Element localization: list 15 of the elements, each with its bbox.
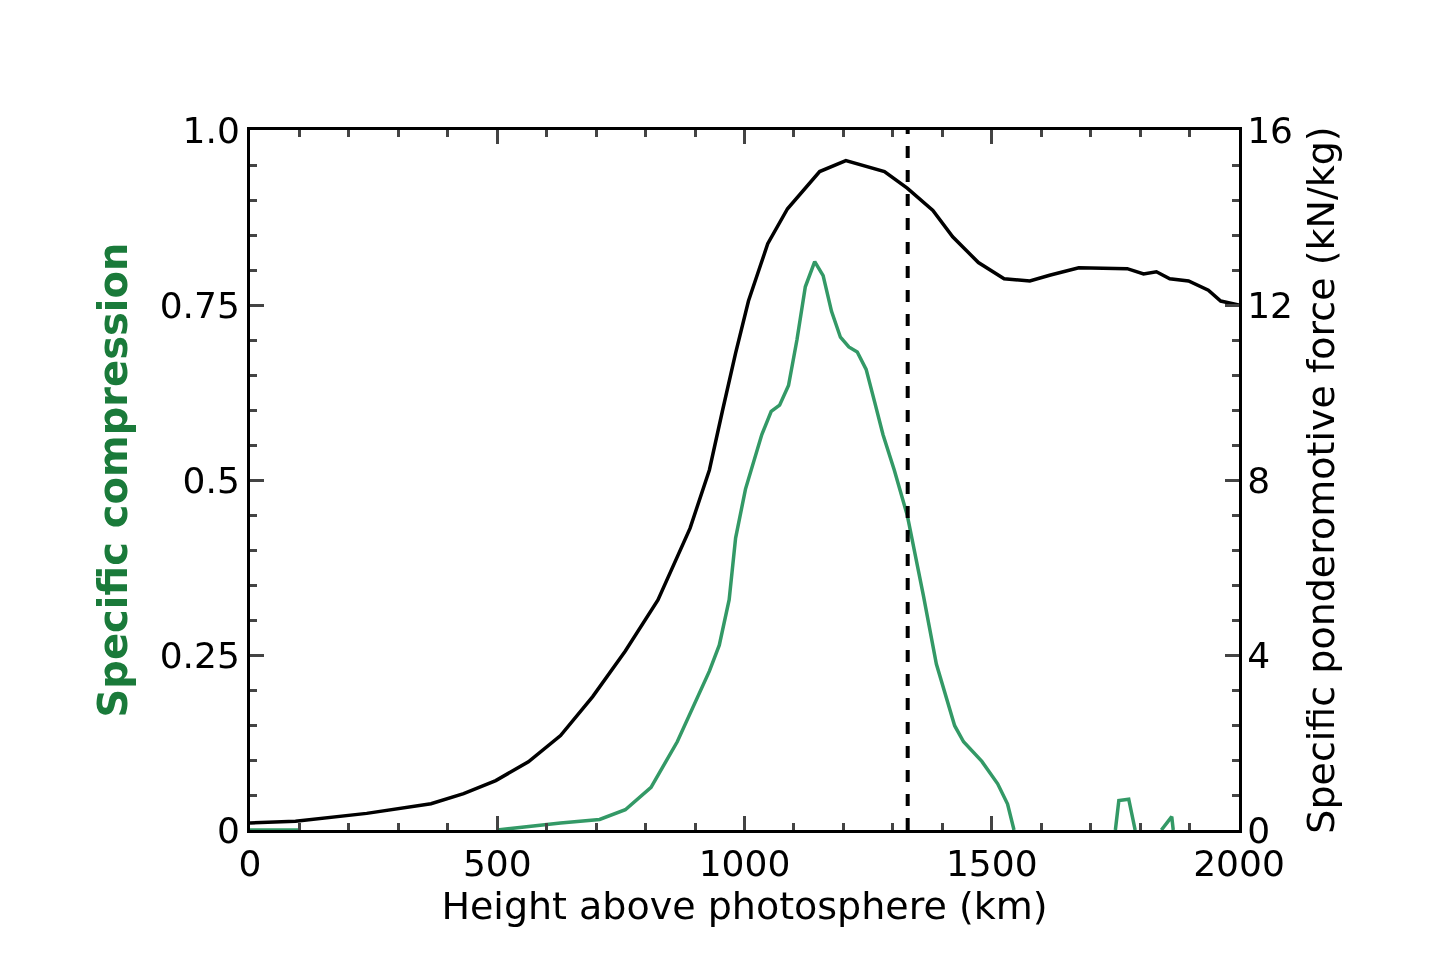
x-tick-label: 1000: [698, 843, 791, 885]
y-axis-title: Specific compression: [90, 242, 137, 718]
x-tick-label: 1500: [945, 843, 1038, 885]
y-tick-label: 0.75: [159, 284, 240, 326]
y2-tick-label: 4: [1247, 634, 1271, 676]
x-tick-label: 500: [462, 843, 532, 885]
y2-axis-title: Specific ponderomotive force (kN/kg): [1299, 126, 1344, 834]
y-tick-label: 1.0: [182, 109, 240, 151]
x-axis-title: Height above photosphere (km): [441, 884, 1048, 929]
y-tick-label: 0.5: [182, 459, 240, 501]
y2-tick-label: 16: [1247, 109, 1294, 151]
y2-tick-label: 8: [1247, 459, 1271, 501]
y-tick-label: 0: [216, 809, 240, 851]
y2-tick-label: 12: [1247, 284, 1294, 326]
y-tick-label: 0.25: [159, 634, 240, 676]
